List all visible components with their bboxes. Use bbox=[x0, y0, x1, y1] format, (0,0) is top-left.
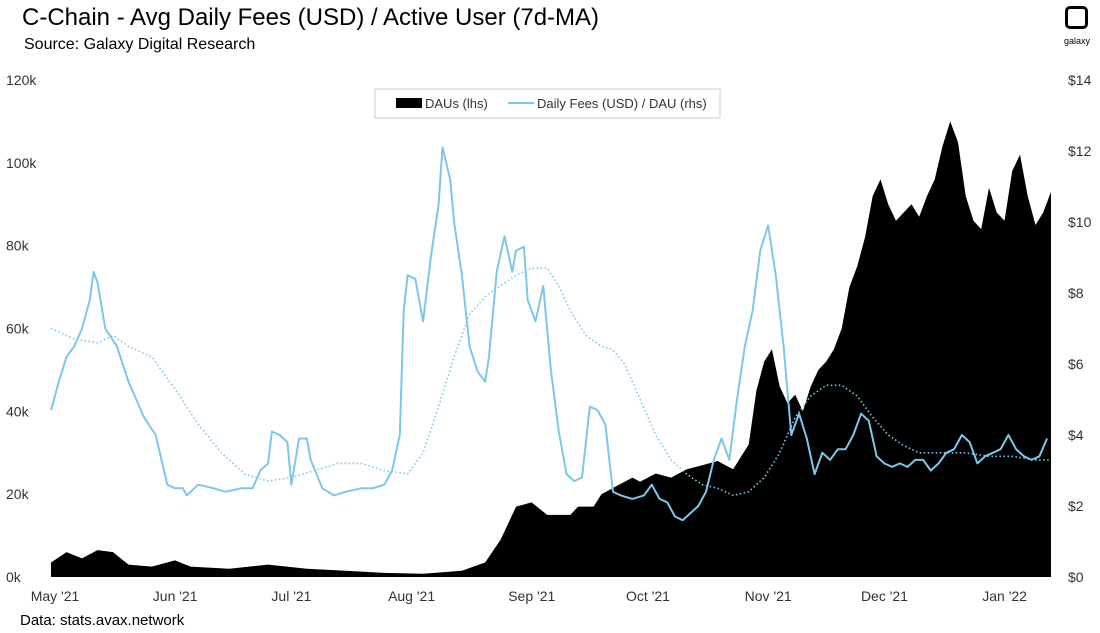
y-left-tick-label: 80k bbox=[6, 238, 30, 254]
galaxy-logo: galaxy bbox=[1057, 6, 1097, 48]
y-left-tick-label: 20k bbox=[6, 486, 30, 502]
galaxy-logo-text: galaxy bbox=[1063, 36, 1090, 46]
dau-area-series bbox=[51, 121, 1051, 578]
fees-line bbox=[50, 146, 1049, 522]
galaxy-logo-icon bbox=[1065, 6, 1088, 29]
legend-box bbox=[374, 88, 721, 119]
y-right-tick-label: $8 bbox=[1068, 285, 1084, 301]
y-right-tick-label: $12 bbox=[1068, 143, 1092, 159]
x-tick-label: May '21 bbox=[31, 588, 80, 604]
legend-dau-label: DAUs (lhs) bbox=[425, 96, 488, 111]
fees-line-series bbox=[50, 146, 1049, 522]
y-axis-left: 0k 20k 40k 60k 80k 100k 120k bbox=[6, 72, 37, 585]
y-right-tick-label: $6 bbox=[1068, 356, 1084, 372]
y-right-tick-label: $14 bbox=[1068, 72, 1092, 88]
legend-dau-swatch bbox=[396, 98, 422, 108]
fees-ma-line bbox=[50, 267, 1051, 497]
chart-subtitle: Source: Galaxy Digital Research bbox=[24, 36, 256, 53]
y-left-tick-label: 0k bbox=[6, 569, 22, 585]
legend-fees-label: Daily Fees (USD) / DAU (rhs) bbox=[537, 96, 707, 111]
y-right-tick-label: $10 bbox=[1068, 214, 1092, 230]
x-tick-label: Jan '22 bbox=[982, 588, 1027, 604]
chart-title: C-Chain - Avg Daily Fees (USD) / Active … bbox=[22, 4, 600, 31]
y-left-tick-label: 40k bbox=[6, 403, 30, 419]
y-right-tick-label: $4 bbox=[1068, 427, 1084, 443]
y-right-tick-label: $2 bbox=[1068, 498, 1084, 514]
y-right-tick-label: $0 bbox=[1068, 569, 1084, 585]
dau-area bbox=[51, 121, 1051, 578]
x-tick-label: Sep '21 bbox=[508, 588, 555, 604]
y-left-tick-label: 120k bbox=[6, 72, 37, 88]
x-tick-label: Nov '21 bbox=[745, 588, 792, 604]
legend: DAUs (lhs) Daily Fees (USD) / DAU (rhs) bbox=[374, 88, 721, 119]
x-tick-label: Dec '21 bbox=[861, 588, 908, 604]
y-left-tick-label: 100k bbox=[6, 155, 37, 171]
y-axis-right: $0 $2 $4 $6 $8 $10 $12 $14 bbox=[1068, 72, 1092, 585]
x-tick-label: Oct '21 bbox=[626, 588, 670, 604]
x-axis: May '21 Jun '21 Jul '21 Aug '21 Sep '21 Oct '… bbox=[31, 588, 1027, 604]
x-tick-label: Jun '21 bbox=[153, 588, 198, 604]
x-tick-label: Aug '21 bbox=[388, 588, 435, 604]
y-left-tick-label: 60k bbox=[6, 321, 30, 337]
data-source-note: Data: stats.avax.network bbox=[20, 612, 185, 629]
fees-ma-series bbox=[50, 267, 1051, 497]
x-tick-label: Jul '21 bbox=[271, 588, 311, 604]
